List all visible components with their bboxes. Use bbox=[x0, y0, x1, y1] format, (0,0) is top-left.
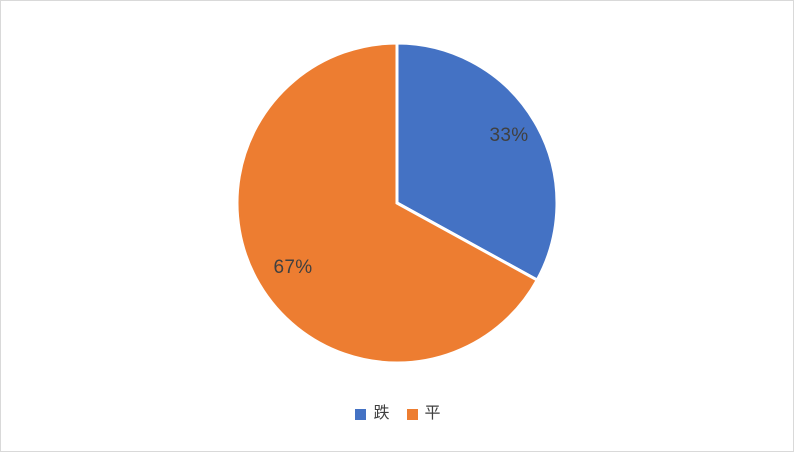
legend-item-die[interactable]: 跌 bbox=[355, 405, 390, 422]
legend-label-die: 跌 bbox=[373, 405, 390, 422]
pie-slice-label-die: 33% bbox=[489, 125, 529, 146]
legend-label-ping: 平 bbox=[424, 405, 441, 422]
pie-slice-ping[interactable] bbox=[235, 41, 540, 365]
pie-slice-die[interactable] bbox=[395, 41, 559, 283]
legend-swatch-ping-icon bbox=[406, 408, 418, 420]
legend-item-ping[interactable]: 平 bbox=[406, 405, 441, 422]
pie-slice-label-ping: 67% bbox=[273, 257, 313, 278]
legend-swatch-die-icon bbox=[355, 408, 367, 420]
pie-slices bbox=[235, 41, 559, 365]
chart-legend: 跌 平 bbox=[1, 405, 793, 422]
